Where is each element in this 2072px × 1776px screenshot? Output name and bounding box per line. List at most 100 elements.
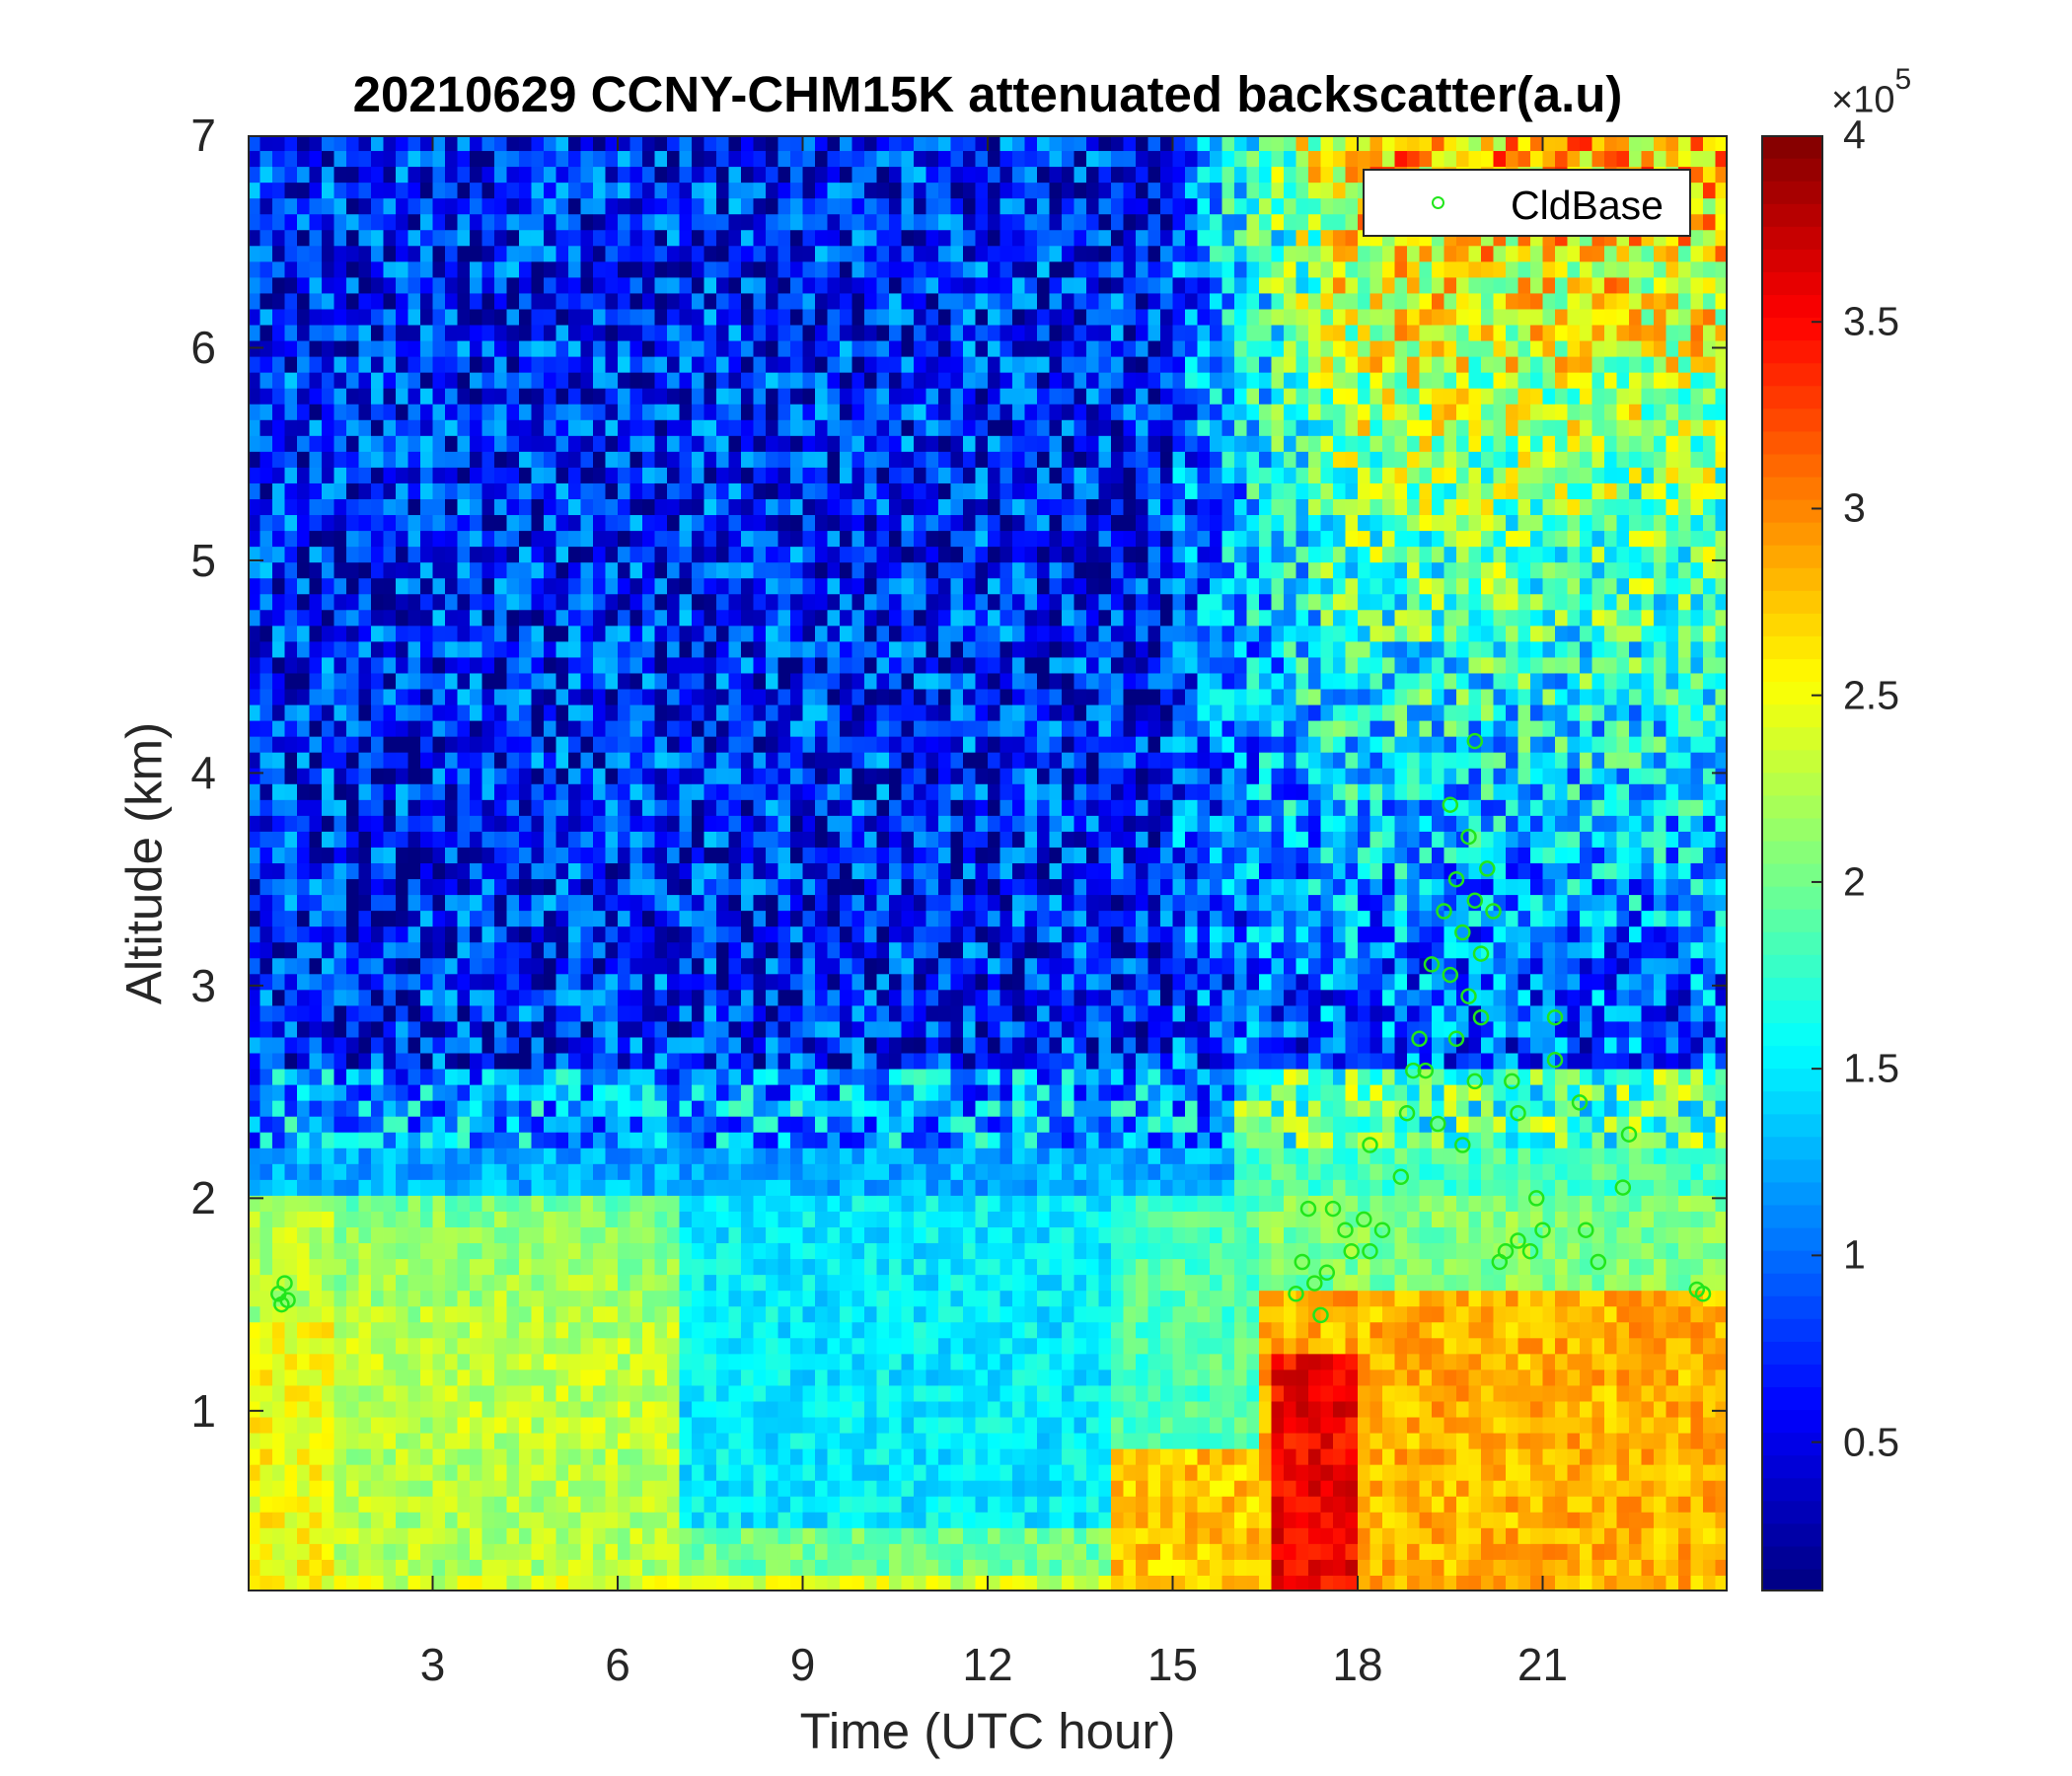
colorbar-segment [1761,1273,1823,1296]
cldbase-point-54 [1620,1126,1638,1143]
colorbar-tick-label-3: 2 [1843,858,1866,905]
cldbase-point-15 [1362,1242,1378,1260]
x-tick-label-3: 12 [962,1639,1013,1690]
cldbase-point-18 [1398,1104,1416,1122]
y-tick-label-5: 6 [190,322,216,374]
colorbar-segment [1761,863,1823,887]
colorbar-segment [1761,1318,1823,1342]
colorbar-segment [1761,430,1823,455]
colorbar-segment [1761,1477,1823,1502]
cldbase-point-39 [1485,903,1502,920]
colorbar-segment [1761,703,1823,728]
colorbar-segment [1761,749,1823,774]
cldbase-point-6 [1299,1200,1317,1218]
colorbar-segment [1761,1227,1823,1251]
colorbar-segment [1761,1568,1823,1591]
colorbar-segment [1761,135,1823,159]
y-tick-label-6: 7 [190,110,216,161]
cldbase-point-11 [1337,1221,1354,1238]
colorbar-segment [1761,681,1823,705]
colorbar-segment [1761,977,1823,1000]
colorbar-segment [1761,567,1823,591]
colorbar-segment [1761,1454,1823,1479]
cldbase-point-36 [1472,945,1490,962]
cldbase-point-53 [1614,1179,1632,1196]
colorbar-segment [1761,726,1823,751]
colorbar-segment [1761,317,1823,341]
cldbase-point-42 [1504,1073,1520,1090]
cldbase-point-50 [1571,1094,1589,1111]
cldbase-point-44 [1510,1104,1526,1122]
colorbar-segment [1761,886,1823,910]
colorbar-segment [1761,226,1823,250]
cldbase-point-56 [1694,1286,1712,1302]
y-tick-label-3: 4 [190,747,216,799]
colorbar-segment [1761,158,1823,182]
colorbar-multiplier-base: ×10 [1831,79,1895,121]
colorbar-segment [1761,453,1823,478]
cldbase-point-23 [1430,1115,1446,1133]
x-tick-label-5: 18 [1332,1639,1383,1690]
colorbar-tick-label-6: 3.5 [1843,298,1899,344]
colorbar-segment [1761,476,1823,500]
colorbar-segment [1761,1158,1823,1183]
x-tick-label-4: 15 [1147,1639,1199,1690]
colorbar-multiplier: ×105 [1831,63,1911,122]
colorbar-segment [1761,203,1823,227]
cldbase-point-14 [1362,1137,1378,1153]
colorbar-segment [1761,817,1823,842]
cldbase-point-34 [1466,892,1484,909]
colorbar-segment [1761,1090,1823,1115]
cldbase-point-35 [1466,1073,1484,1090]
colorbar-segment [1761,840,1823,864]
y-tick-label-4: 5 [190,534,216,586]
colorbar-segment [1761,635,1823,660]
cldbase-point-7 [1306,1275,1323,1292]
colorbar-segment [1761,1341,1823,1365]
cldbase-point-41 [1497,1242,1515,1260]
colorbar-segment [1761,954,1823,978]
colorbar-segment [1761,658,1823,683]
cldbase-point-20 [1411,1030,1428,1048]
cldbase-point-52 [1590,1253,1607,1271]
cldbase-point-19 [1405,1062,1422,1079]
cldbase-point-28 [1447,1030,1465,1048]
colorbar-segment [1761,407,1823,432]
colorbar-segment [1761,794,1823,819]
colorbar-segment [1761,181,1823,204]
cldbase-point-48 [1546,1052,1564,1069]
colorbar-segment [1761,545,1823,568]
cldbase-point-31 [1460,828,1477,846]
colorbar-segment [1761,1364,1823,1388]
cldbase-point-4 [1288,1286,1304,1302]
cldbase-point-47 [1534,1221,1551,1238]
x-tick-label-0: 3 [419,1639,446,1690]
colorbar-tick-label-7: 4 [1843,111,1866,158]
legend: CldBase [1363,169,1691,237]
colorbar-segment [1761,1022,1823,1047]
axes [248,135,1728,1591]
colorbar-segment [1761,362,1823,387]
colorbar-segment [1761,613,1823,636]
colorbar-segment [1761,1045,1823,1070]
colorbar-segment [1761,1204,1823,1228]
colorbar-segment [1761,909,1823,932]
plot-svg [248,135,1728,1591]
x-tick-label-2: 9 [789,1639,816,1690]
colorbar-segment [1761,1068,1823,1092]
colorbar-segment [1761,1500,1823,1524]
colorbar-tick-label-4: 2.5 [1843,672,1899,718]
cldbase-point-8 [1312,1306,1329,1324]
cldbase-point-10 [1324,1200,1342,1218]
backscatter-heatmap [248,135,1728,1591]
cldbase-point-24 [1436,903,1452,920]
colorbar-segment [1761,1409,1823,1434]
colorbar-segment [1761,522,1823,546]
x-tick-label-1: 6 [605,1639,630,1690]
colorbar-box [1761,135,1823,1591]
colorbar-svg [1761,135,1823,1591]
colorbar-segment [1761,249,1823,272]
y-tick-label-0: 1 [190,1384,216,1437]
legend-label: CldBase [1511,183,1664,228]
